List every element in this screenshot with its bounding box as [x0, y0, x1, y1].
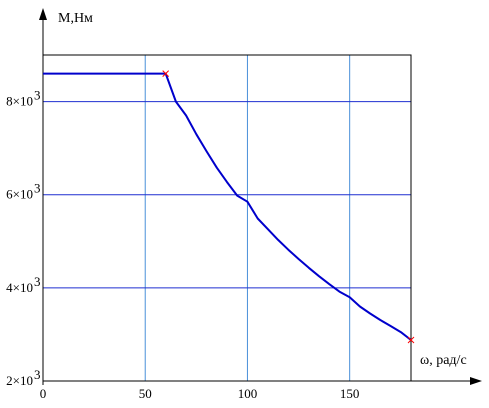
y-axis-arrow — [39, 8, 47, 20]
x-tick-label: 150 — [340, 386, 360, 401]
x-tick-label: 50 — [139, 386, 152, 401]
series-layer — [43, 72, 412, 341]
axes — [39, 8, 482, 385]
y-tick-exponent: 3 — [34, 274, 41, 289]
x-tick-label: 0 — [40, 386, 47, 401]
y-tick-exponent: 3 — [34, 88, 41, 103]
data-point-marker — [407, 336, 415, 344]
y-tick-label: 6×10 — [6, 187, 33, 202]
grid-lines — [43, 55, 411, 381]
series-line — [43, 72, 412, 341]
y-tick-label: 4×10 — [6, 280, 33, 295]
data-point-marker — [162, 70, 170, 77]
markers-layer — [162, 70, 415, 344]
x-tick-label: 100 — [238, 386, 258, 401]
y-tick-exponent: 3 — [34, 367, 41, 382]
y-tick-label: 2×10 — [6, 373, 33, 388]
y-tick-label: 8×10 — [6, 94, 33, 109]
plot-frame — [42, 54, 412, 382]
y-tick-exponent: 3 — [34, 181, 41, 196]
x-axis-label: ω, рад/с — [420, 353, 467, 368]
y-axis-label: M,Нм — [58, 11, 93, 26]
x-axis-arrow — [470, 377, 482, 385]
